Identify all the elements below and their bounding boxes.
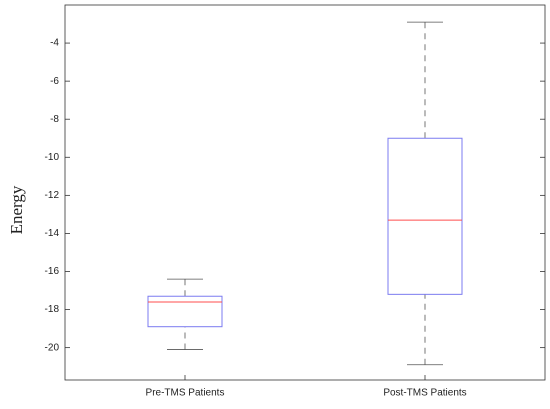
x-tick-label: Post-TMS Patients [383,388,466,399]
y-tick-label: -6 [50,76,59,87]
y-tick-label: -14 [45,228,60,239]
y-tick-label: -12 [45,190,60,201]
y-tick-label: -4 [50,38,59,49]
x-tick-label: Pre-TMS Patients [146,388,225,399]
box [387,137,463,295]
box [147,295,223,328]
y-tick-label: -18 [45,304,60,315]
y-tick-label: -8 [50,114,59,125]
plot-frame [64,4,546,381]
y-tick-label: -16 [45,266,60,277]
y-axis-label: Energy [7,185,26,234]
y-tick-label: -20 [45,342,60,353]
y-tick-label: -10 [45,152,60,163]
